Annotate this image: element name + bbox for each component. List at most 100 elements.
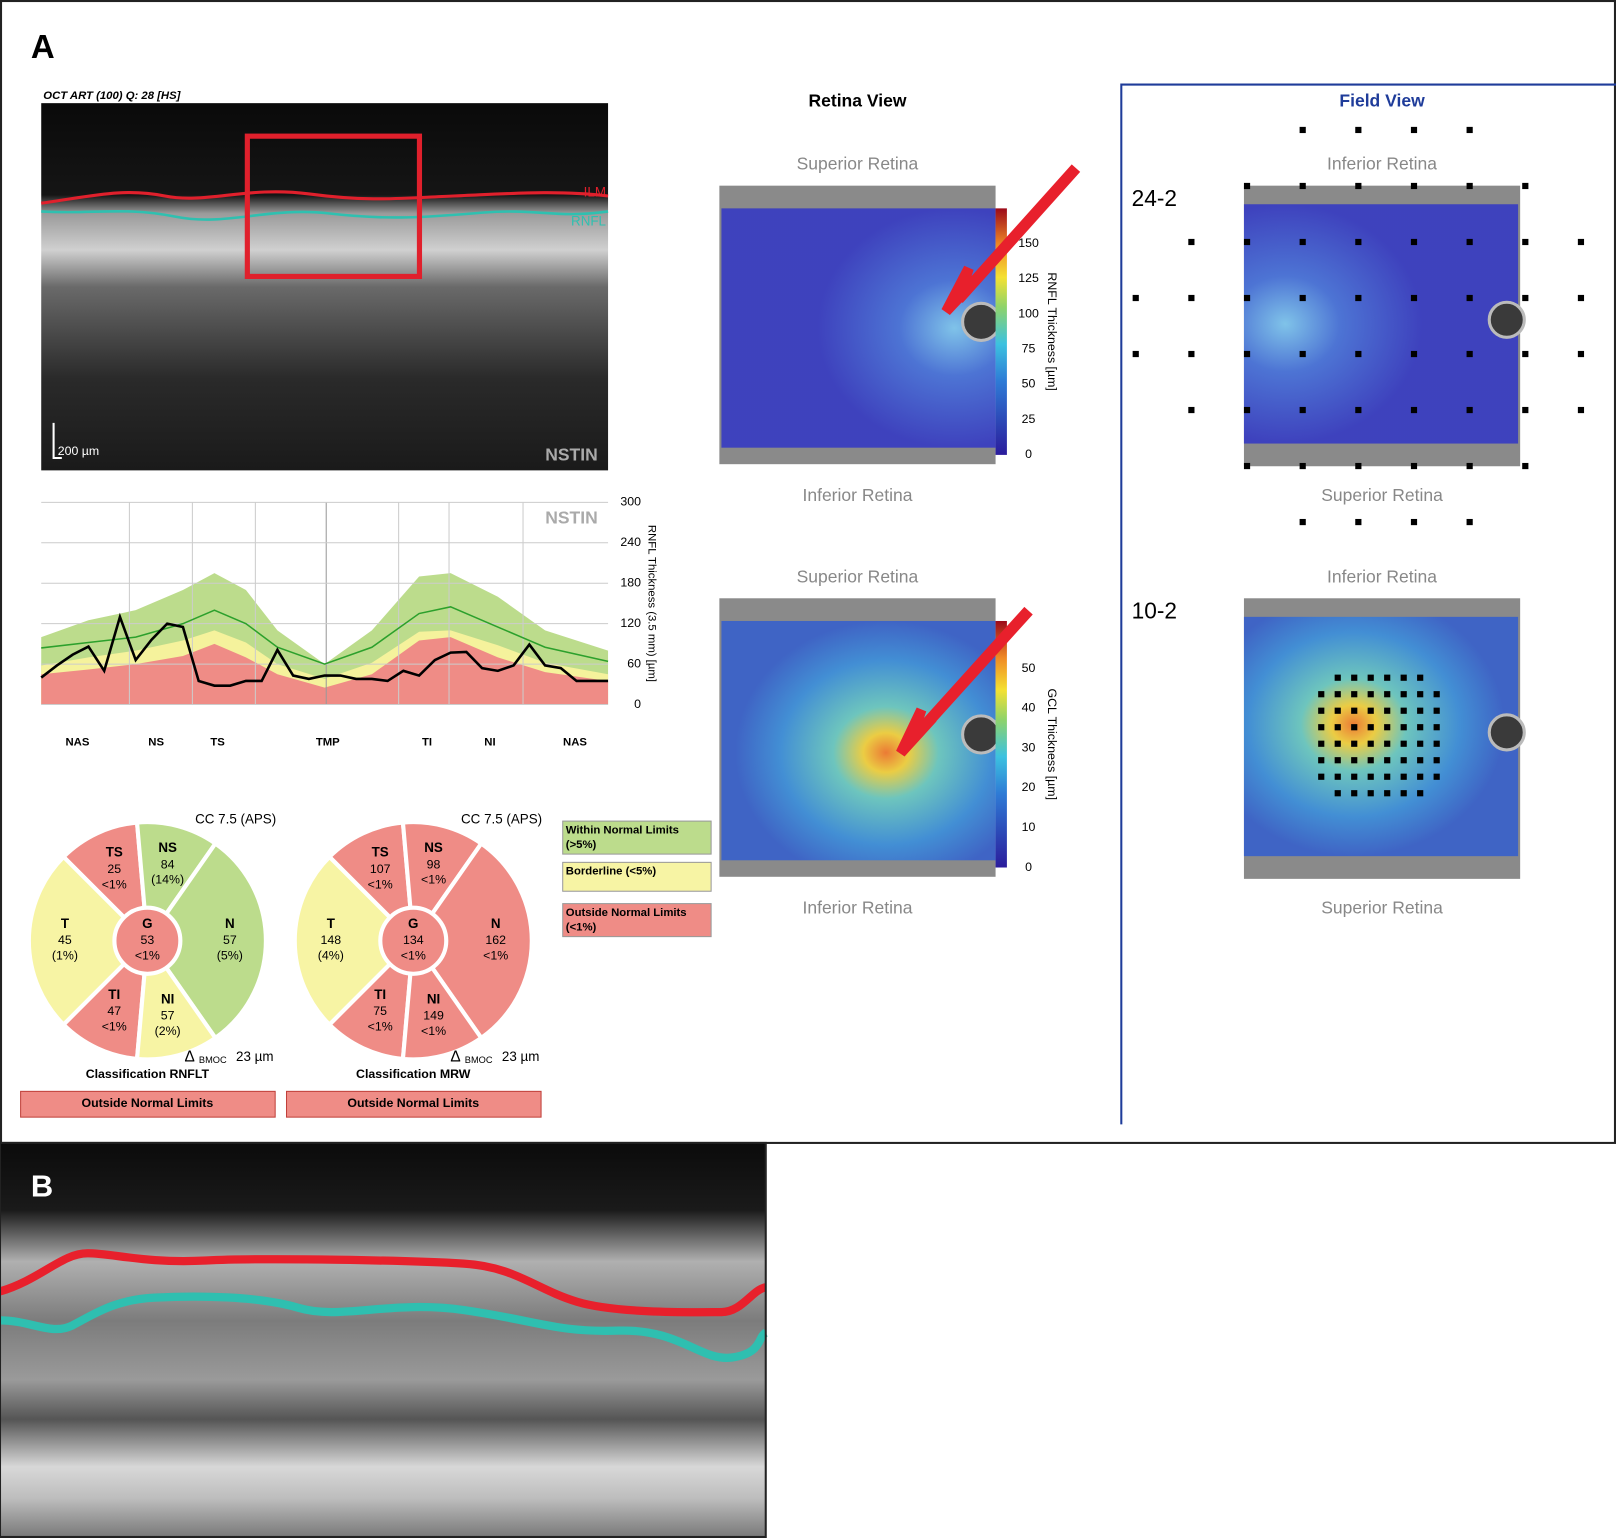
ilm-label: ILM — [584, 184, 606, 199]
sector — [292, 853, 417, 1028]
test-point — [1400, 707, 1407, 714]
field-view-title: Field View — [1339, 91, 1425, 111]
test-point — [1351, 691, 1358, 698]
test-point — [1355, 462, 1362, 470]
sector-name: TI — [108, 987, 120, 1002]
x-tick-label: TS — [210, 737, 225, 749]
x-tick-label: NI — [484, 737, 495, 749]
test-point — [1400, 674, 1407, 681]
sector-pct: <1% — [102, 877, 127, 891]
test-point — [1355, 238, 1362, 246]
panel-b-frame — [0, 1141, 767, 1538]
map-bottom-label: Superior Retina — [1321, 897, 1443, 917]
legend-box — [562, 820, 712, 855]
classification-result: Outside Normal Limits — [347, 1096, 479, 1110]
test-point — [1367, 790, 1374, 797]
test-point — [1334, 707, 1341, 714]
test-point — [1400, 773, 1407, 780]
map-top-label: Superior Retina — [797, 566, 919, 586]
sector-value: 45 — [58, 933, 72, 947]
scan-header: OCT ART (100) Q: 28 [HS] — [43, 90, 181, 102]
sector-pct: (4%) — [318, 948, 344, 962]
test-point — [1577, 238, 1585, 246]
test-point — [1400, 790, 1407, 797]
test-point — [1351, 790, 1358, 797]
test-point — [1384, 773, 1391, 780]
thickness-map — [1243, 616, 1519, 857]
test-point — [1355, 126, 1362, 134]
colorbar-tick-label: 150 — [1018, 236, 1039, 250]
colorbar-tick-label: 50 — [1022, 661, 1036, 675]
y-tick-label: 60 — [627, 656, 641, 670]
test-point — [1410, 518, 1418, 526]
sector-name: T — [61, 916, 70, 931]
test-point — [1299, 350, 1306, 358]
colorbar-tick-label: 75 — [1022, 342, 1036, 356]
test-point — [1318, 724, 1325, 731]
rnfl-line — [0, 1292, 769, 1362]
x-tick-label: TMP — [316, 737, 340, 749]
sector-pct: <1% — [483, 948, 508, 962]
test-point — [1433, 757, 1440, 764]
colorbar-tick-label: 20 — [1022, 780, 1036, 794]
x-tick-label: TI — [422, 737, 432, 749]
panel-label: B — [31, 1168, 53, 1203]
test-point — [1351, 674, 1358, 681]
map-bottom-label: Inferior Retina — [802, 897, 912, 917]
sector-pct: <1% — [368, 877, 393, 891]
test-point — [1243, 182, 1251, 190]
test-point — [1417, 674, 1424, 681]
colorbar-tick-label: 50 — [1022, 377, 1036, 391]
sector — [26, 853, 151, 1028]
classification-label: Classification RNFLT — [86, 1067, 210, 1081]
test-point — [1367, 757, 1374, 764]
test-point — [1334, 790, 1341, 797]
sector-value: 149 — [423, 1009, 444, 1023]
test-point — [1334, 724, 1341, 731]
test-point — [1410, 182, 1418, 190]
legend-label: (>5%) — [566, 839, 597, 851]
optic-disc — [961, 301, 1002, 342]
cc-label: CC 7.5 (APS) — [195, 812, 276, 827]
optic-disc — [961, 714, 1002, 755]
map-top-label: Superior Retina — [797, 154, 919, 174]
legend: Within Normal Limits (>5%) Borderline (<5%… — [562, 820, 712, 938]
sector — [326, 935, 416, 1062]
colorbar-tick-label: 125 — [1018, 271, 1039, 285]
legend-box — [562, 903, 712, 938]
colorbar — [995, 208, 1007, 455]
legend-label: Within Normal Limits — [566, 824, 679, 836]
scale-bar — [52, 422, 62, 460]
test-point — [1384, 724, 1391, 731]
test-point — [1577, 350, 1585, 358]
test-point — [1522, 294, 1529, 302]
test-point — [1410, 350, 1418, 358]
thickness-map — [721, 208, 996, 448]
test-point — [1299, 406, 1306, 414]
test-point — [1299, 238, 1306, 246]
sector-name: NI — [161, 992, 174, 1007]
pattern-label: 24-2 — [1132, 185, 1177, 211]
test-point — [1384, 740, 1391, 747]
test-point — [1522, 182, 1529, 190]
sector-name: G — [408, 916, 418, 931]
test-point — [1188, 406, 1195, 414]
sector-name: G — [142, 916, 152, 931]
sector-value: 134 — [403, 933, 424, 947]
zoom-box — [244, 133, 423, 280]
sector-value: 25 — [107, 862, 121, 876]
thickness-map — [721, 620, 996, 861]
test-point — [1367, 691, 1374, 698]
classification-result: Outside Normal Limits — [81, 1096, 213, 1110]
bmoc-value: 23 µm — [502, 1049, 539, 1064]
test-point — [1318, 740, 1325, 747]
test-point — [1367, 740, 1374, 747]
test-point — [1355, 518, 1362, 526]
y-tick-label: 0 — [634, 697, 641, 711]
test-point — [1400, 757, 1407, 764]
test-point — [1318, 773, 1325, 780]
sector-pct: (5%) — [217, 948, 243, 962]
test-point — [1299, 294, 1306, 302]
bmoc-sub: BMOC — [465, 1055, 493, 1065]
